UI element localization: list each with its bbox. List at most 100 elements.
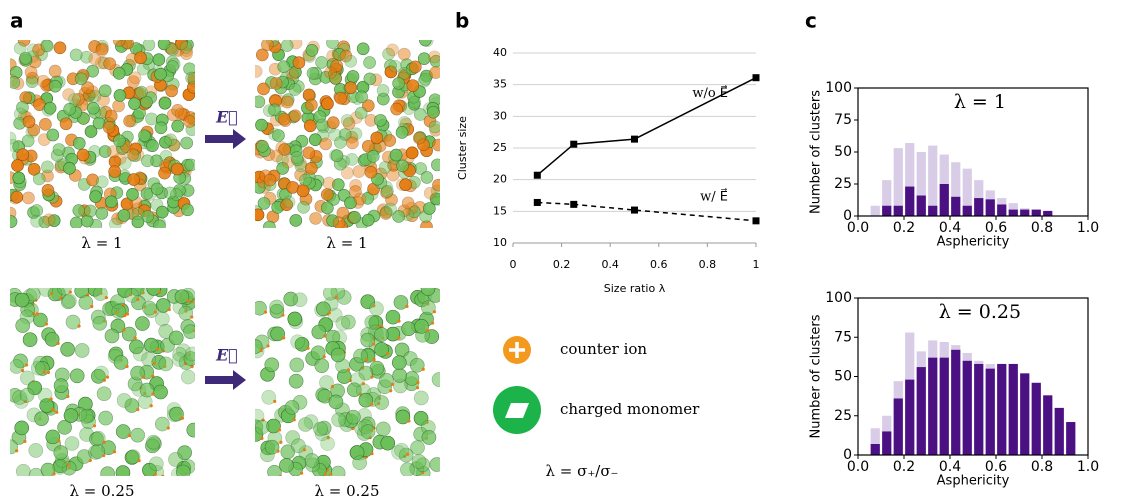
counter-ion — [88, 52, 102, 66]
bar — [870, 444, 880, 455]
monomer — [153, 384, 168, 400]
monomer — [276, 162, 289, 175]
monomer — [279, 458, 294, 473]
monomer — [98, 84, 112, 98]
monomer — [376, 84, 390, 97]
monomer — [118, 156, 132, 170]
y-tick-label: 50 — [834, 144, 852, 160]
bar — [1008, 209, 1018, 216]
x-tick-label: 0.4 — [939, 220, 961, 236]
simulation-image — [10, 40, 195, 228]
monomer — [132, 346, 148, 362]
counter-ion — [125, 312, 130, 316]
monomer — [84, 204, 97, 218]
counter-ion — [151, 392, 155, 396]
counter-ion — [372, 342, 376, 346]
monomer — [328, 394, 344, 410]
monomer — [95, 175, 109, 189]
counter-ion — [46, 370, 51, 375]
monomer — [22, 332, 38, 348]
y-tick-label: 100 — [825, 80, 852, 96]
image-caption: λ = 1 — [326, 234, 367, 252]
bar — [962, 360, 972, 455]
monomer — [154, 67, 167, 81]
counter-ion — [186, 299, 190, 303]
counter-ion — [35, 312, 39, 316]
counter-ion — [376, 324, 380, 328]
monomer — [298, 417, 313, 432]
monomer — [100, 466, 115, 476]
counter-ion — [167, 307, 171, 312]
monomer — [153, 219, 166, 228]
monomer — [131, 207, 145, 221]
monomer — [19, 387, 35, 403]
monomer — [124, 450, 140, 465]
monomer — [354, 106, 368, 120]
monomer — [331, 412, 346, 428]
monomer — [402, 102, 416, 115]
legend: counter ion charged monomer λ = σ₊/σ₋ — [493, 336, 700, 480]
bar — [893, 398, 903, 455]
counter-ion — [41, 184, 55, 197]
monomer — [398, 447, 414, 463]
marker — [752, 74, 760, 82]
counter-ion — [379, 207, 393, 220]
monomer — [290, 334, 305, 350]
monomer — [10, 215, 18, 228]
counter-ion — [329, 472, 333, 476]
y-tick-label: 30 — [493, 109, 507, 122]
monomer — [113, 355, 129, 370]
counter-ion — [198, 432, 201, 435]
line — [537, 201, 757, 222]
counter-ion — [92, 424, 97, 428]
counter-ion — [24, 363, 29, 367]
counter-ion — [11, 159, 24, 172]
monomer — [363, 56, 376, 69]
bar — [1043, 395, 1053, 455]
monomer — [142, 300, 157, 316]
counter-ion — [305, 98, 318, 112]
monomer — [96, 386, 112, 402]
monomer — [121, 326, 137, 342]
monomer — [145, 112, 158, 126]
plot-title: λ = 1 — [954, 91, 1006, 113]
counter-ion — [161, 474, 165, 476]
monomer — [344, 196, 357, 210]
counter-ion — [273, 399, 277, 403]
marker — [570, 200, 578, 208]
monomer — [340, 114, 354, 127]
bar — [985, 368, 995, 455]
counter-ion — [22, 115, 36, 129]
counter-ion — [305, 162, 318, 175]
monomer — [376, 92, 390, 106]
monomer — [150, 182, 164, 196]
counter-ion — [372, 304, 376, 308]
monomer — [142, 40, 156, 52]
monomer — [314, 358, 330, 373]
bar — [1020, 209, 1030, 216]
monomer — [418, 40, 432, 47]
plus-sign — [509, 342, 525, 358]
monomer — [408, 95, 421, 109]
counter-ion — [59, 117, 73, 131]
monomer — [174, 289, 190, 304]
counter-ion — [339, 49, 353, 63]
monomer — [255, 95, 266, 109]
counter-ion — [324, 66, 337, 79]
counter-ion — [386, 168, 400, 182]
monomer — [366, 150, 380, 163]
counter-ion — [306, 346, 310, 350]
monomer — [146, 434, 161, 450]
bar — [870, 428, 880, 455]
monomer — [395, 409, 411, 425]
bar — [928, 145, 938, 216]
counter-ion — [81, 81, 94, 94]
monomer — [329, 72, 342, 85]
counter-ion — [123, 114, 136, 128]
monomer — [152, 53, 166, 66]
counter-ion — [352, 165, 366, 178]
monomer — [131, 215, 145, 228]
monomer — [15, 463, 31, 476]
counter-ion — [432, 178, 440, 192]
x-tick-label: 0.6 — [985, 220, 1007, 236]
